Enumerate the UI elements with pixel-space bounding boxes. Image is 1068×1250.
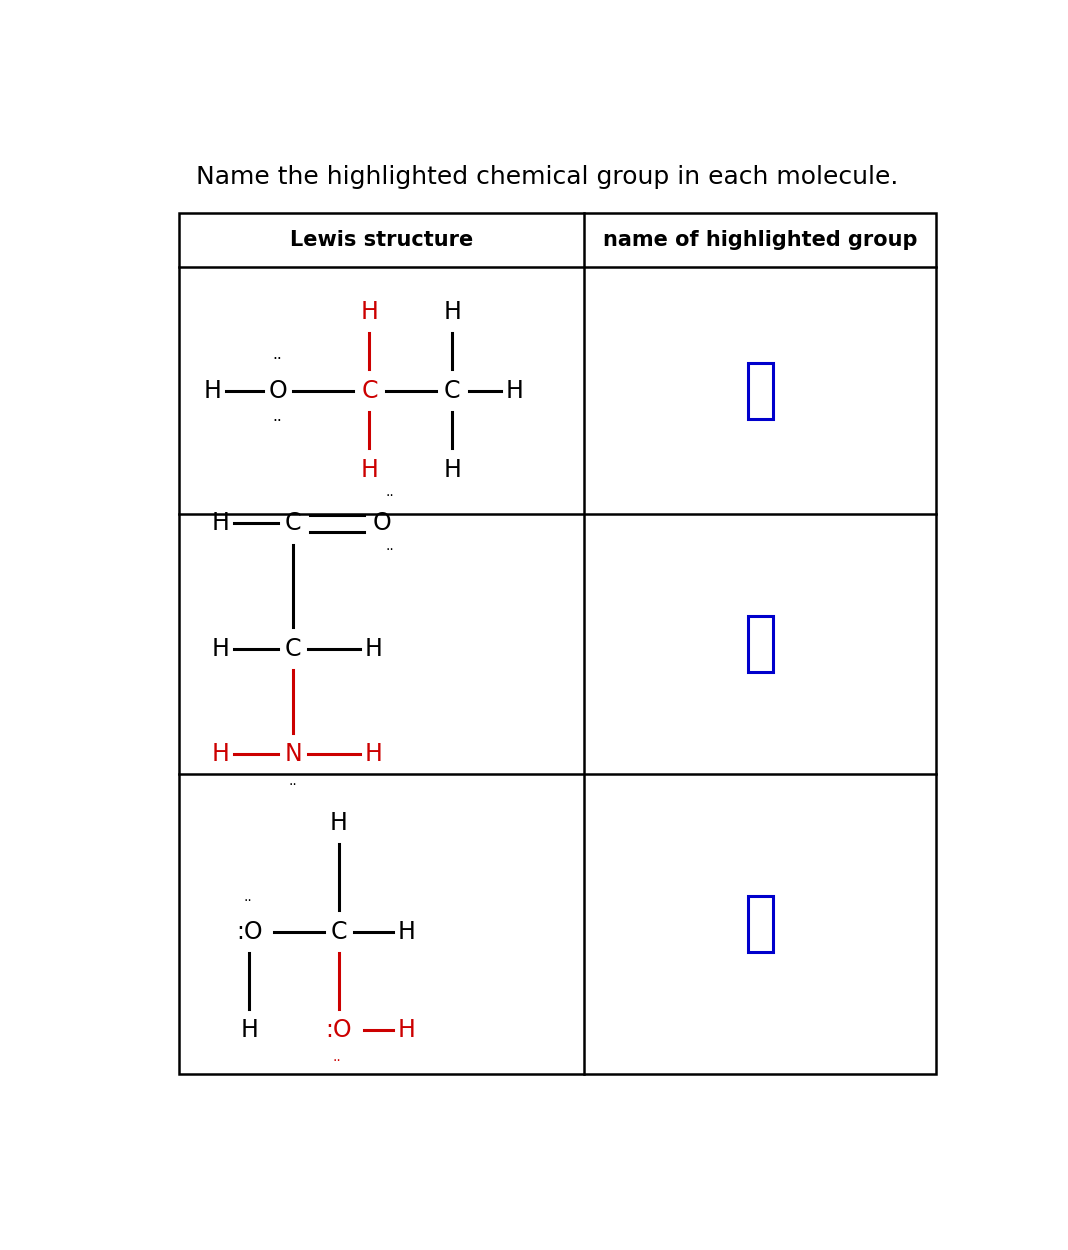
Text: H: H <box>505 379 523 402</box>
Text: C: C <box>285 511 301 535</box>
Text: ··: ·· <box>272 352 282 367</box>
Text: H: H <box>211 511 230 535</box>
Text: ··: ·· <box>386 490 394 504</box>
Bar <box>179 213 937 1074</box>
Text: ··: ·· <box>386 544 394 558</box>
Text: H: H <box>364 636 382 660</box>
Text: :O: :O <box>236 920 263 944</box>
Text: H: H <box>397 920 415 944</box>
Text: H: H <box>211 742 230 766</box>
Text: Lewis structure: Lewis structure <box>290 230 473 250</box>
Text: C: C <box>285 636 301 660</box>
Text: name of highlighted group: name of highlighted group <box>603 230 917 250</box>
Text: H: H <box>443 458 461 481</box>
Text: ··: ·· <box>244 894 252 908</box>
Text: H: H <box>361 300 378 324</box>
Text: H: H <box>443 300 461 324</box>
Text: H: H <box>203 379 221 402</box>
Text: H: H <box>361 458 378 481</box>
Text: H: H <box>211 636 230 660</box>
Text: H: H <box>397 1017 415 1041</box>
Text: H: H <box>240 1017 258 1041</box>
Text: O: O <box>373 511 391 535</box>
Text: O: O <box>269 379 287 402</box>
Text: C: C <box>361 379 378 402</box>
Bar <box>748 896 773 951</box>
Text: H: H <box>364 742 382 766</box>
Text: ··: ·· <box>333 1054 342 1068</box>
Text: C: C <box>330 920 347 944</box>
Bar <box>748 616 773 671</box>
Text: ··: ·· <box>272 414 282 429</box>
Text: :O: :O <box>326 1017 352 1041</box>
Text: ··: ·· <box>288 779 298 792</box>
Text: Name the highlighted chemical group in each molecule.: Name the highlighted chemical group in e… <box>197 165 898 189</box>
Text: N: N <box>284 742 302 766</box>
Text: H: H <box>330 811 348 835</box>
Text: C: C <box>444 379 460 402</box>
Bar <box>748 362 773 419</box>
